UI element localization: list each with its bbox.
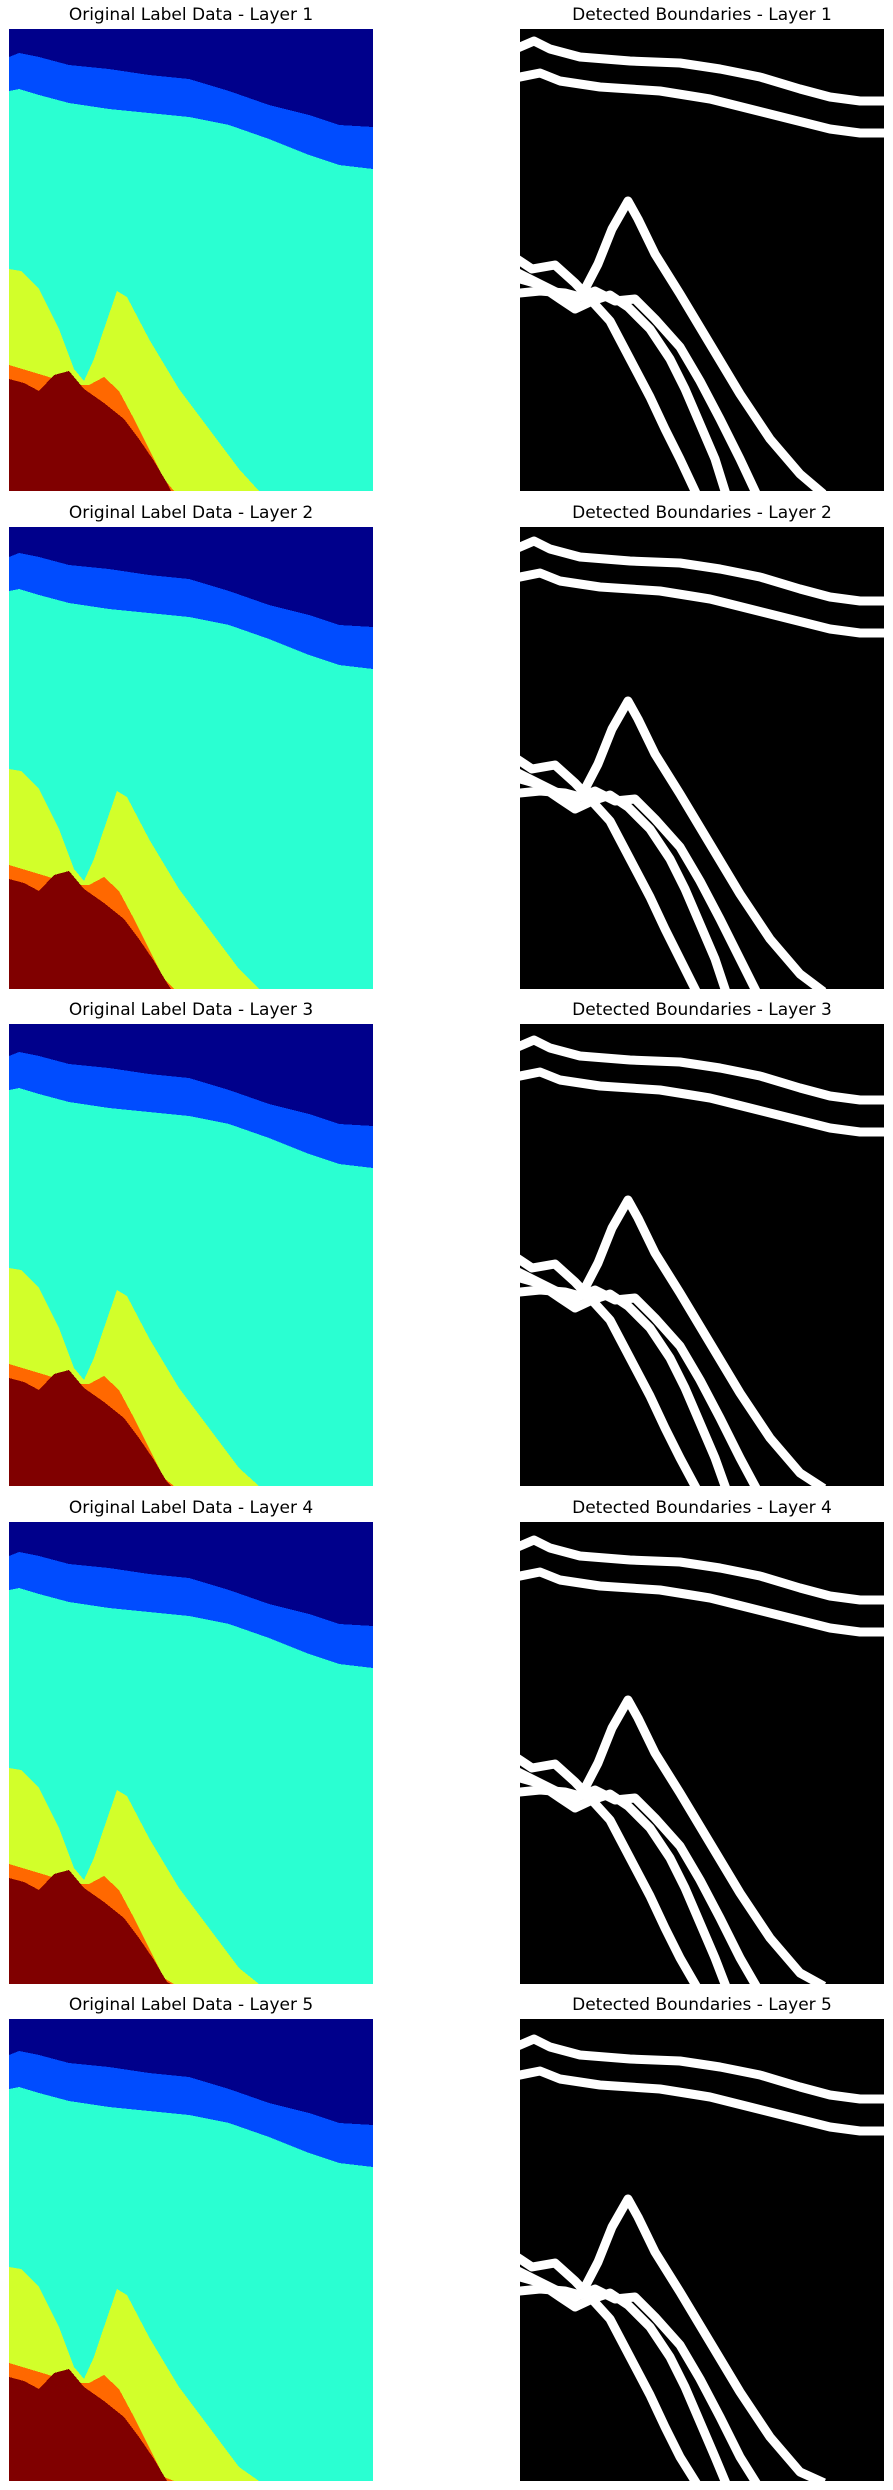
boundary-line-wedge	[520, 274, 730, 491]
right-panel-title: Detected Boundaries - Layer 3	[572, 1000, 832, 1020]
boundary-line-lower-a	[520, 1754, 701, 1984]
boundary-background	[520, 2019, 884, 2481]
boundary-line-lower-b	[520, 286, 760, 491]
left-panel-title: Original Label Data - Layer 2	[68, 503, 314, 523]
left-panel-title: Original Label Data - Layer 1	[68, 5, 314, 25]
boundary-image	[520, 29, 884, 491]
left-panel-title: Original Label Data - Layer 5	[68, 1995, 314, 2015]
boundary-line-top	[520, 1535, 884, 1605]
boundary-background	[520, 527, 884, 989]
dark-blue-region	[9, 1522, 373, 1626]
boundary-background	[520, 29, 884, 491]
boundary-line-lower-a	[520, 255, 700, 491]
maroon-region	[9, 2369, 171, 2481]
label-data-image	[9, 1522, 373, 1984]
maroon-region	[9, 371, 171, 491]
blue-region	[9, 2051, 373, 2167]
maroon-region	[9, 871, 171, 989]
label-data-image	[9, 527, 373, 989]
left-panel-title: Original Label Data - Layer 3	[68, 1000, 314, 1020]
boundary-line-lower-a	[520, 755, 701, 989]
boundary-image	[520, 2019, 884, 2481]
right-panel-title: Detected Boundaries - Layer 4	[572, 1498, 832, 1518]
maroon-region	[9, 1870, 171, 1984]
boundary-image	[520, 1024, 884, 1486]
dark-blue-region	[9, 2019, 373, 2125]
maroon-region	[9, 1370, 171, 1486]
boundary-line-top	[520, 1035, 884, 1105]
boundary-line-top	[520, 36, 884, 106]
boundary-line-top	[520, 2034, 884, 2104]
boundary-line-wedge	[520, 2272, 730, 2481]
boundary-line-lower-b	[520, 786, 761, 989]
blue-region	[9, 53, 373, 169]
boundary-line-middle	[520, 2066, 884, 2136]
boundary-line-wedge	[520, 1773, 730, 1984]
boundary-line-top	[520, 536, 884, 606]
boundary-image	[520, 527, 884, 989]
boundary-line-middle	[520, 68, 884, 138]
boundary-line-lower-b	[520, 1785, 761, 1984]
right-panel-title: Detected Boundaries - Layer 2	[572, 503, 832, 523]
blue-region	[9, 553, 373, 669]
boundary-line-wedge	[520, 1273, 730, 1486]
left-panel-title: Original Label Data - Layer 4	[68, 1498, 314, 1518]
label-data-image	[9, 2019, 373, 2481]
boundary-line-middle	[520, 1567, 884, 1637]
blue-region	[9, 1552, 373, 1668]
boundary-line-lower-a	[520, 1254, 701, 1486]
right-panel-title: Detected Boundaries - Layer 5	[572, 1995, 832, 2015]
right-panel-title: Detected Boundaries - Layer 1	[572, 5, 832, 25]
label-data-image	[9, 1024, 373, 1486]
boundary-line-middle	[520, 568, 884, 638]
boundary-image	[520, 1522, 884, 1984]
boundary-line-wedge	[520, 774, 730, 989]
boundary-line-lower-b	[520, 1285, 761, 1486]
boundary-line-middle	[520, 1067, 884, 1137]
boundary-line-lower-a	[520, 2253, 701, 2481]
boundary-line-lower-b	[520, 2284, 761, 2481]
label-data-image	[9, 29, 373, 491]
dark-blue-region	[9, 29, 373, 127]
dark-blue-region	[9, 527, 373, 627]
blue-region	[9, 1052, 373, 1168]
dark-blue-region	[9, 1024, 373, 1126]
